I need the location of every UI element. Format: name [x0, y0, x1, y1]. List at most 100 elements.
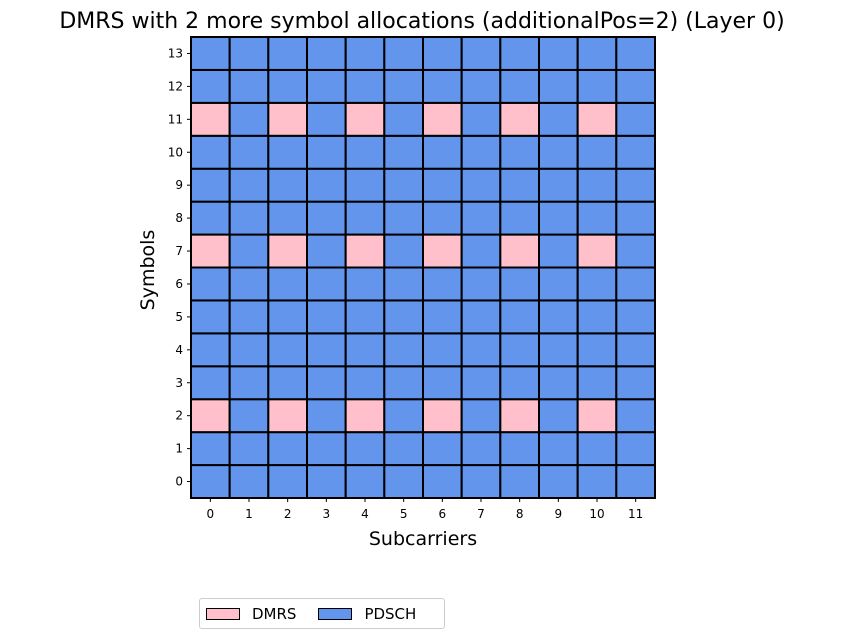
- cell-pdsch-s3-c2: [267, 365, 309, 401]
- cell-pdsch-s4-c7: [460, 332, 502, 368]
- cell-pdsch-s1-c8: [499, 431, 541, 467]
- cell-pdsch-s8-c9: [538, 200, 579, 236]
- cell-pdsch-s12-c7: [460, 68, 502, 104]
- cell-pdsch-s1-c7: [460, 431, 502, 467]
- cell-pdsch-s13-c11: [615, 36, 656, 71]
- cell-pdsch-s6-c9: [538, 266, 579, 302]
- cell-pdsch-s8-c11: [615, 200, 656, 236]
- cell-pdsch-s12-c1: [228, 68, 270, 104]
- cell-pdsch-s9-c10: [576, 167, 618, 203]
- cell-dmrs-s2-c6: [422, 398, 463, 434]
- cell-pdsch-s1-c9: [538, 431, 579, 467]
- cell-pdsch-s12-c3: [306, 68, 347, 104]
- cell-pdsch-s12-c5: [383, 68, 425, 104]
- x-tick-label-11: 11: [628, 507, 643, 521]
- cell-pdsch-s2-c3: [306, 398, 347, 434]
- x-tick-label-3: 3: [323, 507, 331, 521]
- y-tick-label-0: 0: [175, 475, 183, 489]
- cell-pdsch-s12-c4: [344, 68, 386, 104]
- cell-dmrs-s7-c10: [576, 233, 618, 269]
- cell-pdsch-s0-c5: [383, 464, 425, 500]
- cell-pdsch-s4-c10: [576, 332, 618, 368]
- legend-item-dmrs: DMRS: [206, 605, 296, 623]
- cell-pdsch-s6-c11: [615, 266, 656, 302]
- x-tick-label-0: 0: [207, 507, 215, 521]
- cell-pdsch-s12-c8: [499, 68, 541, 104]
- cell-dmrs-s7-c4: [344, 233, 386, 269]
- y-tick-label-7: 7: [175, 244, 183, 258]
- cell-pdsch-s5-c10: [576, 299, 618, 335]
- cell-pdsch-s10-c10: [576, 134, 618, 170]
- x-tick-label-6: 6: [439, 507, 447, 521]
- cell-pdsch-s9-c4: [344, 167, 386, 203]
- cell-pdsch-s1-c2: [267, 431, 309, 467]
- cell-pdsch-s5-c8: [499, 299, 541, 335]
- cell-pdsch-s0-c3: [306, 464, 347, 500]
- legend-label-dmrs: DMRS: [252, 604, 297, 623]
- cell-pdsch-s3-c9: [538, 365, 579, 401]
- cell-pdsch-s4-c8: [499, 332, 541, 368]
- cell-pdsch-s5-c5: [383, 299, 425, 335]
- cell-pdsch-s7-c9: [538, 233, 579, 269]
- cell-pdsch-s10-c6: [422, 134, 463, 170]
- y-tick-label-3: 3: [175, 376, 183, 390]
- x-tick-label-7: 7: [477, 507, 485, 521]
- cell-pdsch-s2-c5: [383, 398, 425, 434]
- cell-pdsch-s9-c1: [228, 167, 270, 203]
- cell-pdsch-s9-c2: [267, 167, 309, 203]
- cell-pdsch-s5-c6: [422, 299, 463, 335]
- legend: DMRS PDSCH: [199, 598, 445, 629]
- cell-pdsch-s12-c6: [422, 68, 463, 104]
- cell-pdsch-s5-c3: [306, 299, 347, 335]
- cell-pdsch-s3-c1: [228, 365, 270, 401]
- cell-pdsch-s5-c1: [228, 299, 270, 335]
- cell-pdsch-s4-c9: [538, 332, 579, 368]
- cell-pdsch-s0-c0: [190, 464, 231, 500]
- cell-pdsch-s0-c6: [422, 464, 463, 500]
- cell-pdsch-s6-c5: [383, 266, 425, 302]
- cell-pdsch-s0-c2: [267, 464, 309, 500]
- cell-pdsch-s8-c5: [383, 200, 425, 236]
- cell-pdsch-s0-c10: [576, 464, 618, 500]
- cell-pdsch-s13-c4: [344, 36, 386, 71]
- x-tick-label-2: 2: [284, 507, 292, 521]
- cell-pdsch-s0-c8: [499, 464, 541, 500]
- cell-pdsch-s13-c2: [267, 36, 309, 71]
- cell-pdsch-s5-c11: [615, 299, 656, 335]
- cell-pdsch-s5-c0: [190, 299, 231, 335]
- cell-pdsch-s6-c4: [344, 266, 386, 302]
- x-tick-label-10: 10: [589, 507, 604, 521]
- cell-dmrs-s11-c6: [422, 101, 463, 137]
- x-tick-label-4: 4: [361, 507, 369, 521]
- cell-pdsch-s13-c1: [228, 36, 270, 71]
- cell-dmrs-s2-c10: [576, 398, 618, 434]
- cell-pdsch-s5-c4: [344, 299, 386, 335]
- cell-pdsch-s8-c6: [422, 200, 463, 236]
- cell-pdsch-s6-c6: [422, 266, 463, 302]
- cell-pdsch-s6-c1: [228, 266, 270, 302]
- cell-dmrs-s11-c4: [344, 101, 386, 137]
- cell-pdsch-s4-c5: [383, 332, 425, 368]
- cell-pdsch-s8-c1: [228, 200, 270, 236]
- cell-pdsch-s1-c0: [190, 431, 231, 467]
- cell-pdsch-s13-c9: [538, 36, 579, 71]
- cell-pdsch-s6-c10: [576, 266, 618, 302]
- cell-pdsch-s2-c7: [460, 398, 502, 434]
- cell-pdsch-s9-c7: [460, 167, 502, 203]
- cell-pdsch-s10-c5: [383, 134, 425, 170]
- legend-swatch-dmrs: [206, 607, 240, 620]
- legend-item-pdsch: PDSCH: [318, 605, 416, 623]
- cell-dmrs-s2-c2: [267, 398, 309, 434]
- cell-pdsch-s10-c3: [306, 134, 347, 170]
- cell-pdsch-s8-c4: [344, 200, 386, 236]
- cell-pdsch-s0-c1: [228, 464, 270, 500]
- cell-pdsch-s11-c7: [460, 101, 502, 137]
- cell-pdsch-s9-c3: [306, 167, 347, 203]
- cell-pdsch-s1-c3: [306, 431, 347, 467]
- cell-pdsch-s12-c10: [576, 68, 618, 104]
- cell-pdsch-s9-c9: [538, 167, 579, 203]
- cell-pdsch-s2-c1: [228, 398, 270, 434]
- cell-dmrs-s7-c6: [422, 233, 463, 269]
- cell-pdsch-s3-c10: [576, 365, 618, 401]
